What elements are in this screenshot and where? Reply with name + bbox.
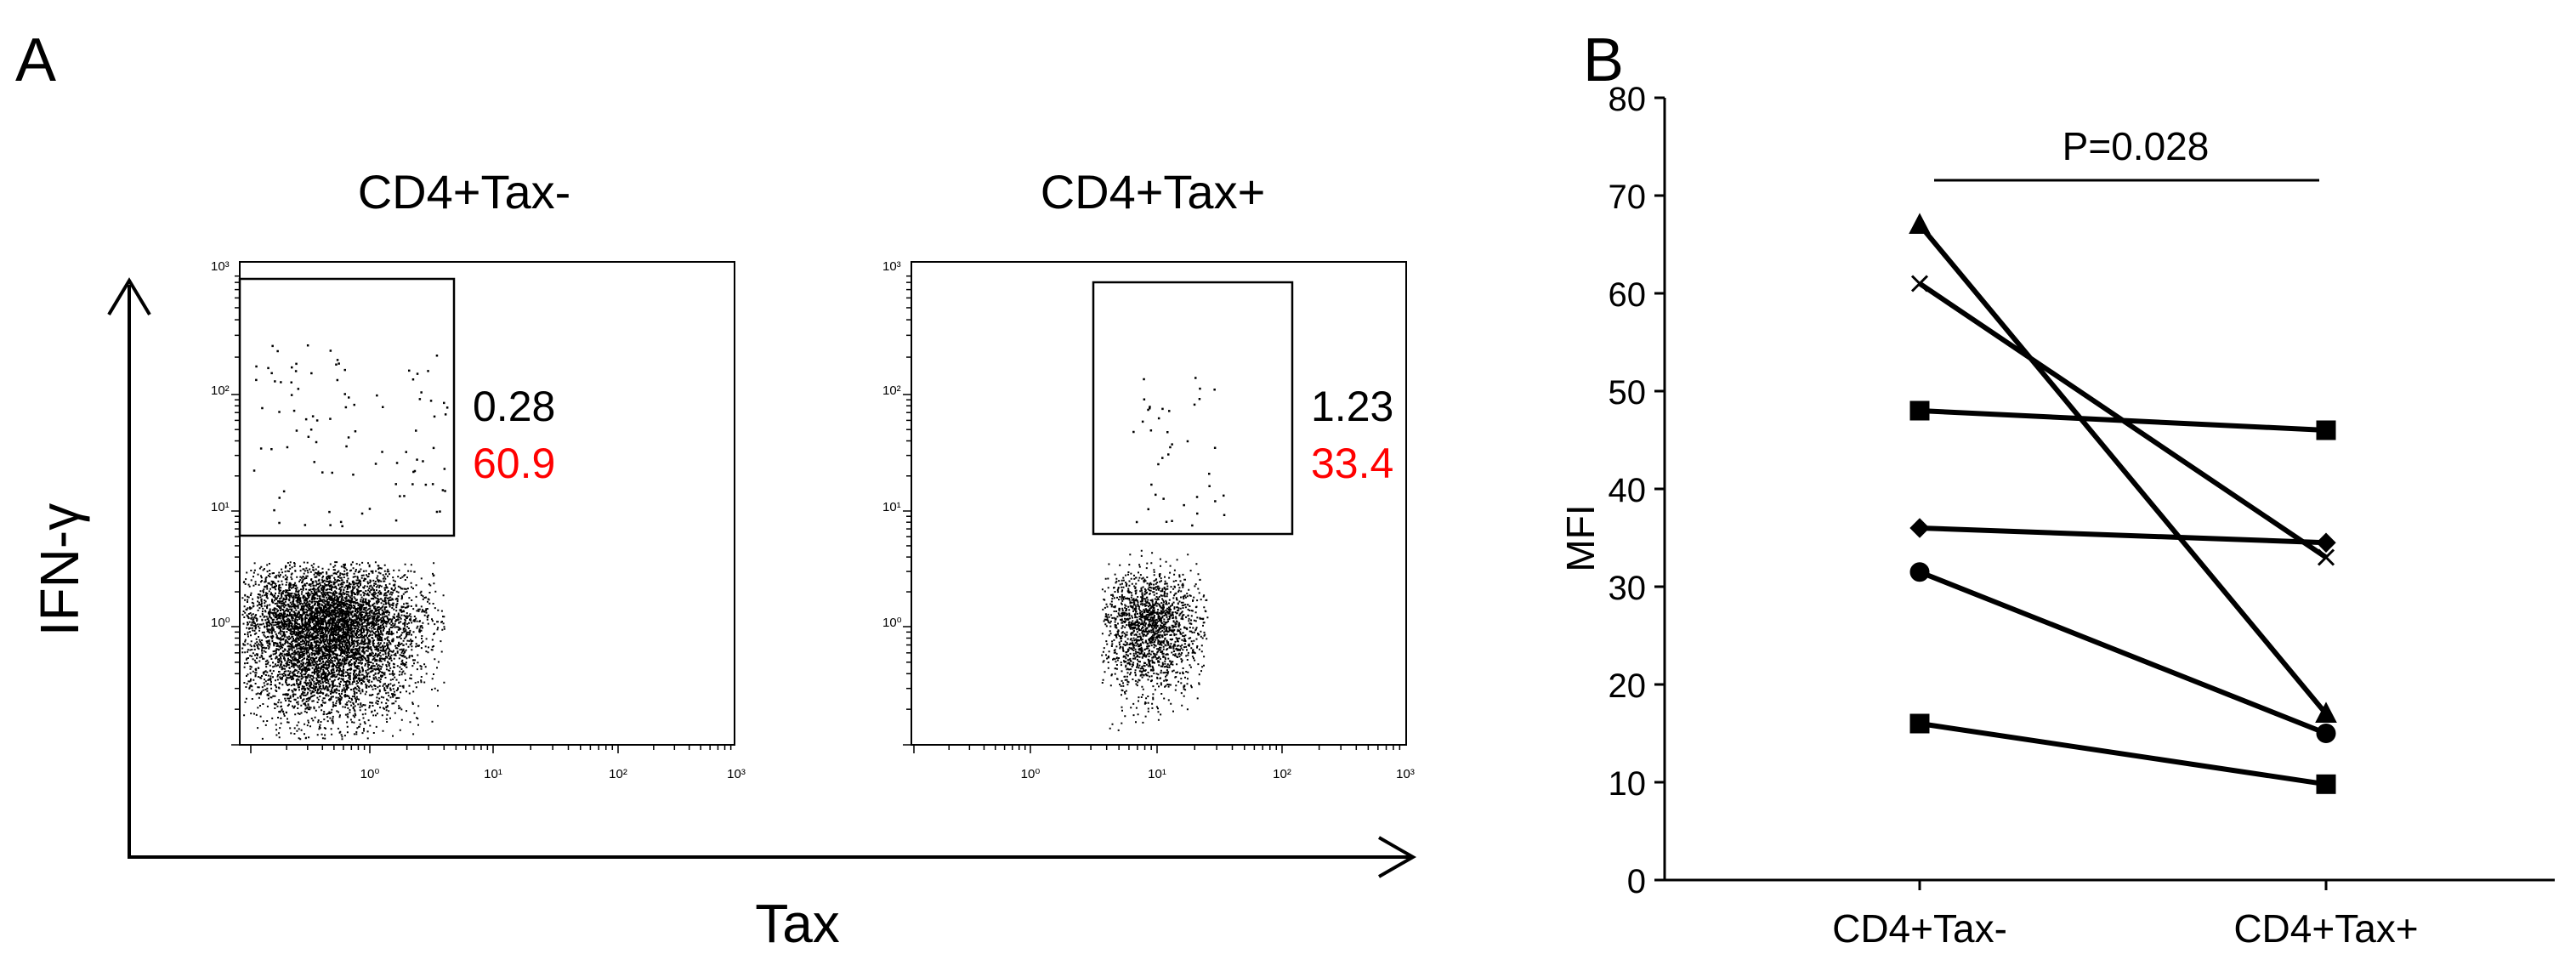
flow-plot-title: CD4+Tax- <box>358 165 571 219</box>
panel-b: B MFI P=0.028 0 10 20 30 40 50 60 70 80 CD4+Tax- C… <box>1558 26 2555 951</box>
panel-a-label: A <box>15 26 56 94</box>
x-tick-label: 10² <box>609 767 627 781</box>
y-tick-label: 20 <box>1609 667 1647 705</box>
series-line-donor-5 <box>1918 569 2328 736</box>
data-point-square <box>1909 400 1930 421</box>
series-line-donor-1 <box>1917 223 2329 716</box>
x-tick-label: 10³ <box>727 767 746 781</box>
x-tick-label: CD4+Tax- <box>1832 906 2007 951</box>
event-cloud <box>1101 549 1209 731</box>
y-tick-label: 70 <box>1609 179 1647 216</box>
y-tick-label: 10¹ <box>882 500 901 514</box>
series-line-donor-4 <box>1919 525 2327 546</box>
y-tick-label: 10² <box>882 383 901 398</box>
x-tick-label: 10² <box>1273 767 1291 781</box>
y-tick-label: 10³ <box>882 259 901 274</box>
y-tick-label: 30 <box>1609 570 1647 607</box>
y-tick-label: 50 <box>1609 374 1647 412</box>
x-tick-labels: 10⁰ 10¹ 10² 10³ <box>1021 767 1415 781</box>
gate-value-black: 1.23 <box>1311 383 1393 430</box>
mfi-chart: MFI P=0.028 0 10 20 30 40 50 60 70 80 CD4+Tax- CD4… <box>1558 81 2555 951</box>
y-tick-label: 80 <box>1609 81 1647 118</box>
flow-plot-title: CD4+Tax+ <box>1041 165 1266 219</box>
data-point-circle <box>2316 724 2336 743</box>
gate-value-black: 0.28 <box>473 383 555 430</box>
event-cloud <box>241 561 445 741</box>
data-point-x <box>1910 275 1929 292</box>
data-point-circle <box>1909 562 1930 582</box>
y-tick-label: 40 <box>1609 472 1647 509</box>
x-tick-label: 10³ <box>1396 767 1415 781</box>
y-tick-label: 10² <box>211 383 230 398</box>
y-tick-label: 10 <box>1609 765 1647 803</box>
y-tick-label: 10¹ <box>211 500 230 514</box>
x-tick-label: 10⁰ <box>1021 767 1041 781</box>
y-tick-label: 10⁰ <box>211 616 230 630</box>
significance-label: P=0.028 <box>2063 124 2210 168</box>
gate-box <box>1092 281 1294 536</box>
gate-box <box>238 277 456 537</box>
series-line-donor-3 <box>1919 408 2327 433</box>
x-tick-label: 10¹ <box>1148 767 1166 781</box>
y-tick-label: 0 <box>1627 863 1646 900</box>
x-tick-labels: 10⁰ 10¹ 10² 10³ <box>360 767 746 781</box>
data-point-x <box>2317 548 2335 566</box>
data-point-diamond <box>2316 532 2336 553</box>
data-point-diamond <box>1909 518 1930 538</box>
gate-value-red: 33.4 <box>1311 440 1393 487</box>
series-line-donor-6 <box>1919 721 2327 787</box>
panel-b-label: B <box>1583 26 1624 94</box>
y-tick-labels: 10³ 10² 10¹ 10⁰ <box>882 259 902 630</box>
y-tick-labels: 10³ 10² 10¹ 10⁰ <box>211 259 230 630</box>
y-tick-label: 10⁰ <box>882 616 902 630</box>
x-tick-label: CD4+Tax+ <box>2233 906 2418 951</box>
x-tick-label: 10⁰ <box>360 767 380 781</box>
mfi-axis-label: MFI <box>1558 504 1603 571</box>
flow-plot-frame <box>911 261 1407 746</box>
y-tick-label: 60 <box>1609 276 1647 314</box>
data-point-square <box>1909 713 1930 734</box>
panel-a-x-axis-arrowhead <box>1378 836 1417 878</box>
flow-plot-cd4-tax-neg: CD4+Tax- 0.28 60.9 10⁰ 10¹ 10² 10³ 10³ 1… <box>211 165 746 781</box>
panel-a: A IFN-γ Tax CD4+Tax- 0.28 60.9 10⁰ 10¹ 1… <box>15 26 1417 954</box>
panel-a-x-axis-label: Tax <box>755 893 840 954</box>
data-point-triangle <box>2315 701 2337 723</box>
y-tick-label: 10³ <box>211 259 230 274</box>
data-point-square <box>2316 774 2336 794</box>
gated-events <box>252 344 449 528</box>
x-tick-label: 10¹ <box>484 767 502 781</box>
flow-plot-events <box>231 275 732 753</box>
flow-plot-events <box>903 275 1401 753</box>
gated-events <box>1132 377 1226 527</box>
panel-a-y-axis-label: IFN-γ <box>29 503 90 636</box>
panel-a-y-axis-arrowhead <box>107 277 151 316</box>
flow-plot-cd4-tax-pos: CD4+Tax+ 1.23 33.4 10⁰ 10¹ 10² 10³ 10³ 1… <box>882 165 1415 781</box>
data-point-triangle <box>1909 213 1931 234</box>
gate-value-red: 60.9 <box>473 440 555 487</box>
data-point-square <box>2316 420 2336 440</box>
